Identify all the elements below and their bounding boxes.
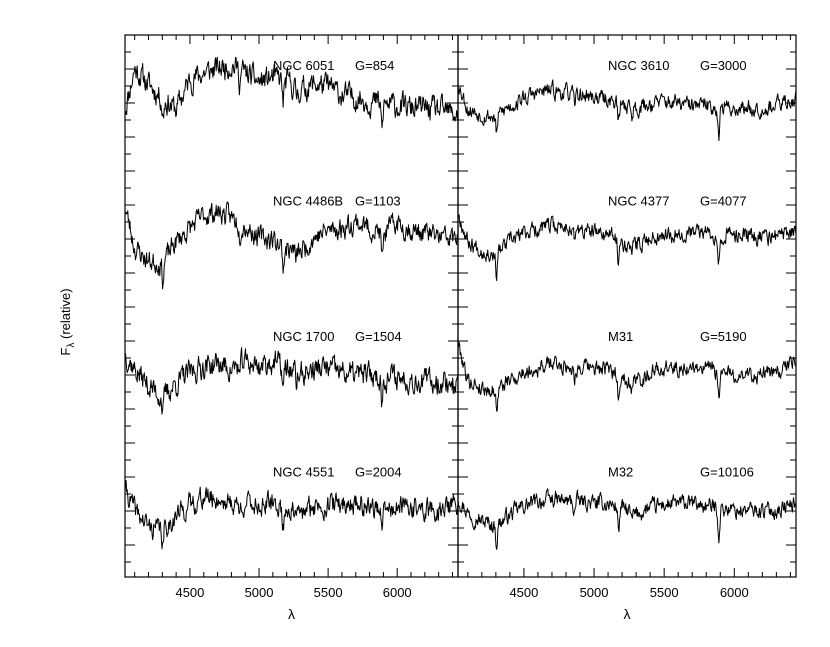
y-axis-label: Fλ (relative) [58, 288, 77, 355]
spectrum-line-ngc-4486b [124, 201, 459, 290]
panel-frame-col0 [124, 34, 459, 578]
panels-layer: 4500 5000 5500 6000 λ 4500 5000 5500 6000 λ NGC 60… [124, 34, 797, 622]
series-g-label: G=854 [355, 58, 394, 73]
series-name-label: M31 [608, 329, 633, 344]
series-name-label: NGC 1700 [273, 329, 334, 344]
series-name-label: NGC 4551 [273, 465, 334, 480]
spectrum-line-m32 [457, 488, 797, 550]
series-g-label: G=4077 [700, 194, 747, 209]
series-name-label: M32 [608, 465, 633, 480]
spectrum-line-ngc-6051 [124, 56, 459, 129]
x-axis-label: λ [624, 606, 631, 622]
x-tick-label: 4500 [175, 585, 204, 600]
spectrum-line-ngc-4551 [124, 480, 459, 550]
series-name-label: NGC 4377 [608, 194, 669, 209]
panel-frame-col1 [457, 34, 797, 578]
spectrum-line-ngc-1700 [124, 347, 458, 415]
series-g-label: G=1504 [355, 329, 402, 344]
series-name-label: NGC 4486B [273, 194, 343, 209]
spectrum-line-ngc-3610 [457, 79, 797, 141]
x-tick-label: 5000 [580, 585, 609, 600]
series-g-label: G=5190 [700, 329, 747, 344]
x-tick-label: 5500 [314, 585, 343, 600]
y-axis-label-rest: (relative) [58, 288, 73, 342]
spectrum-line-m31 [457, 341, 797, 412]
x-tick-label: 6000 [383, 585, 412, 600]
series-g-label: G=3000 [700, 58, 747, 73]
series-g-label: G=1103 [355, 194, 401, 209]
x-tick-label: 4500 [509, 585, 538, 600]
series-name-label: NGC 6051 [273, 58, 334, 73]
x-axis-label: λ [288, 606, 295, 622]
x-tick-label: 6000 [720, 585, 749, 600]
y-axis-label-sub: λ [66, 343, 77, 348]
series-name-label: NGC 3610 [608, 58, 669, 73]
x-tick-label: 5500 [650, 585, 679, 600]
x-tick-label: 5000 [245, 585, 274, 600]
y-axis-label-main: F [58, 348, 73, 356]
series-g-label: G=2004 [355, 465, 402, 480]
spectrum-line-ngc-4377 [457, 214, 797, 281]
series-g-label: G=10106 [700, 465, 754, 480]
